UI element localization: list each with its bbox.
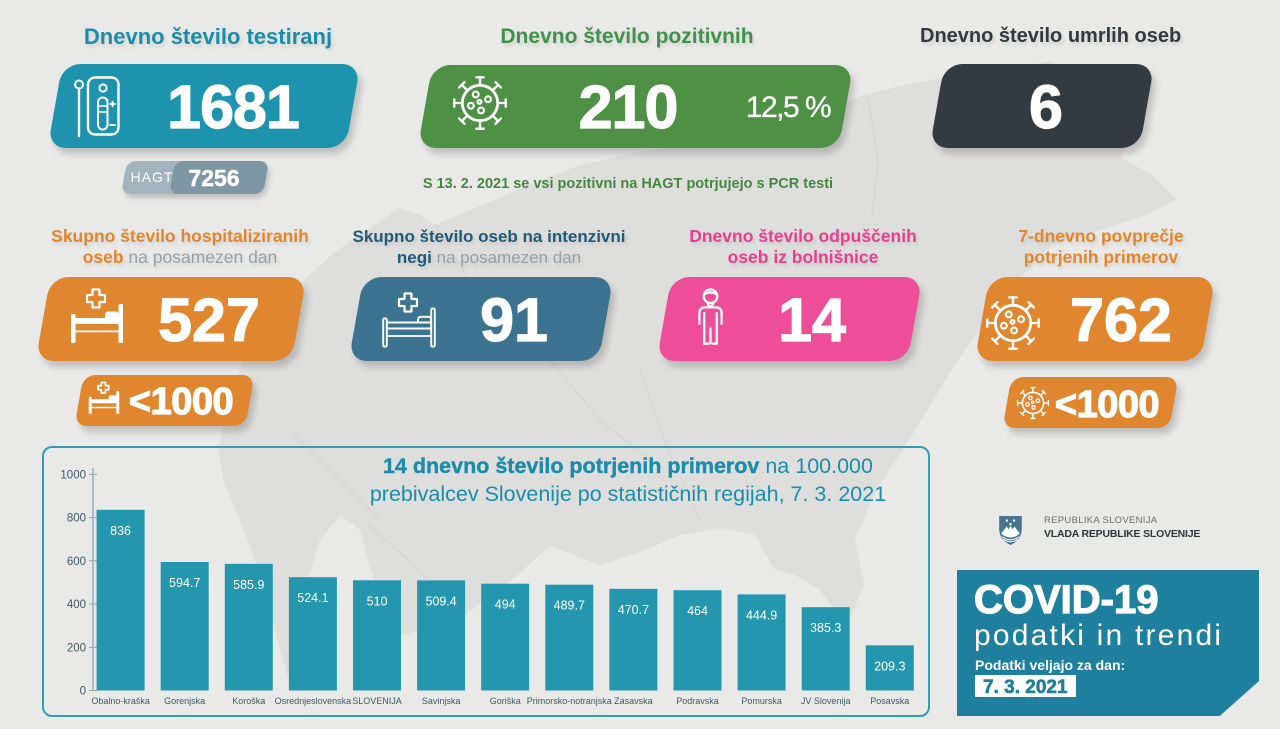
svg-text:510: 510 (367, 594, 388, 608)
svg-text:Obalno-kraška: Obalno-kraška (91, 696, 150, 706)
svg-text:385.3: 385.3 (810, 621, 841, 635)
svg-text:Podravska: Podravska (676, 696, 719, 706)
svg-text:200: 200 (67, 642, 86, 654)
svg-text:Savinjska: Savinjska (422, 696, 461, 706)
svg-text:836: 836 (110, 524, 131, 538)
svg-text:JV Slovenija: JV Slovenija (801, 696, 851, 706)
svg-text:464: 464 (687, 604, 708, 618)
svg-text:209.3: 209.3 (874, 659, 905, 673)
svg-text:509.4: 509.4 (425, 594, 456, 608)
svg-text:400: 400 (67, 599, 86, 611)
svg-text:585.9: 585.9 (233, 578, 264, 592)
svg-text:Primorsko-notranjska: Primorsko-notranjska (527, 696, 612, 706)
svg-text:444.9: 444.9 (746, 608, 777, 622)
svg-text:494: 494 (495, 598, 516, 612)
svg-text:Goriška: Goriška (490, 696, 521, 706)
svg-text:Pomurska: Pomurska (741, 696, 782, 706)
svg-text:594.7: 594.7 (169, 576, 200, 590)
svg-text:600: 600 (67, 556, 86, 568)
svg-text:0: 0 (80, 686, 86, 698)
svg-text:489.7: 489.7 (554, 599, 585, 613)
svg-text:Posavska: Posavska (870, 696, 909, 706)
svg-text:524.1: 524.1 (297, 591, 328, 605)
svg-text:470.7: 470.7 (618, 603, 649, 617)
svg-text:800: 800 (67, 513, 86, 525)
svg-text:1000: 1000 (60, 469, 86, 481)
svg-text:Zasavska: Zasavska (614, 696, 653, 706)
svg-text:SLOVENIJA: SLOVENIJA (352, 696, 402, 706)
svg-text:Osrednjeslovenska: Osrednjeslovenska (275, 696, 352, 706)
svg-text:Gorenjska: Gorenjska (164, 696, 205, 706)
svg-text:Koroška: Koroška (232, 696, 265, 706)
